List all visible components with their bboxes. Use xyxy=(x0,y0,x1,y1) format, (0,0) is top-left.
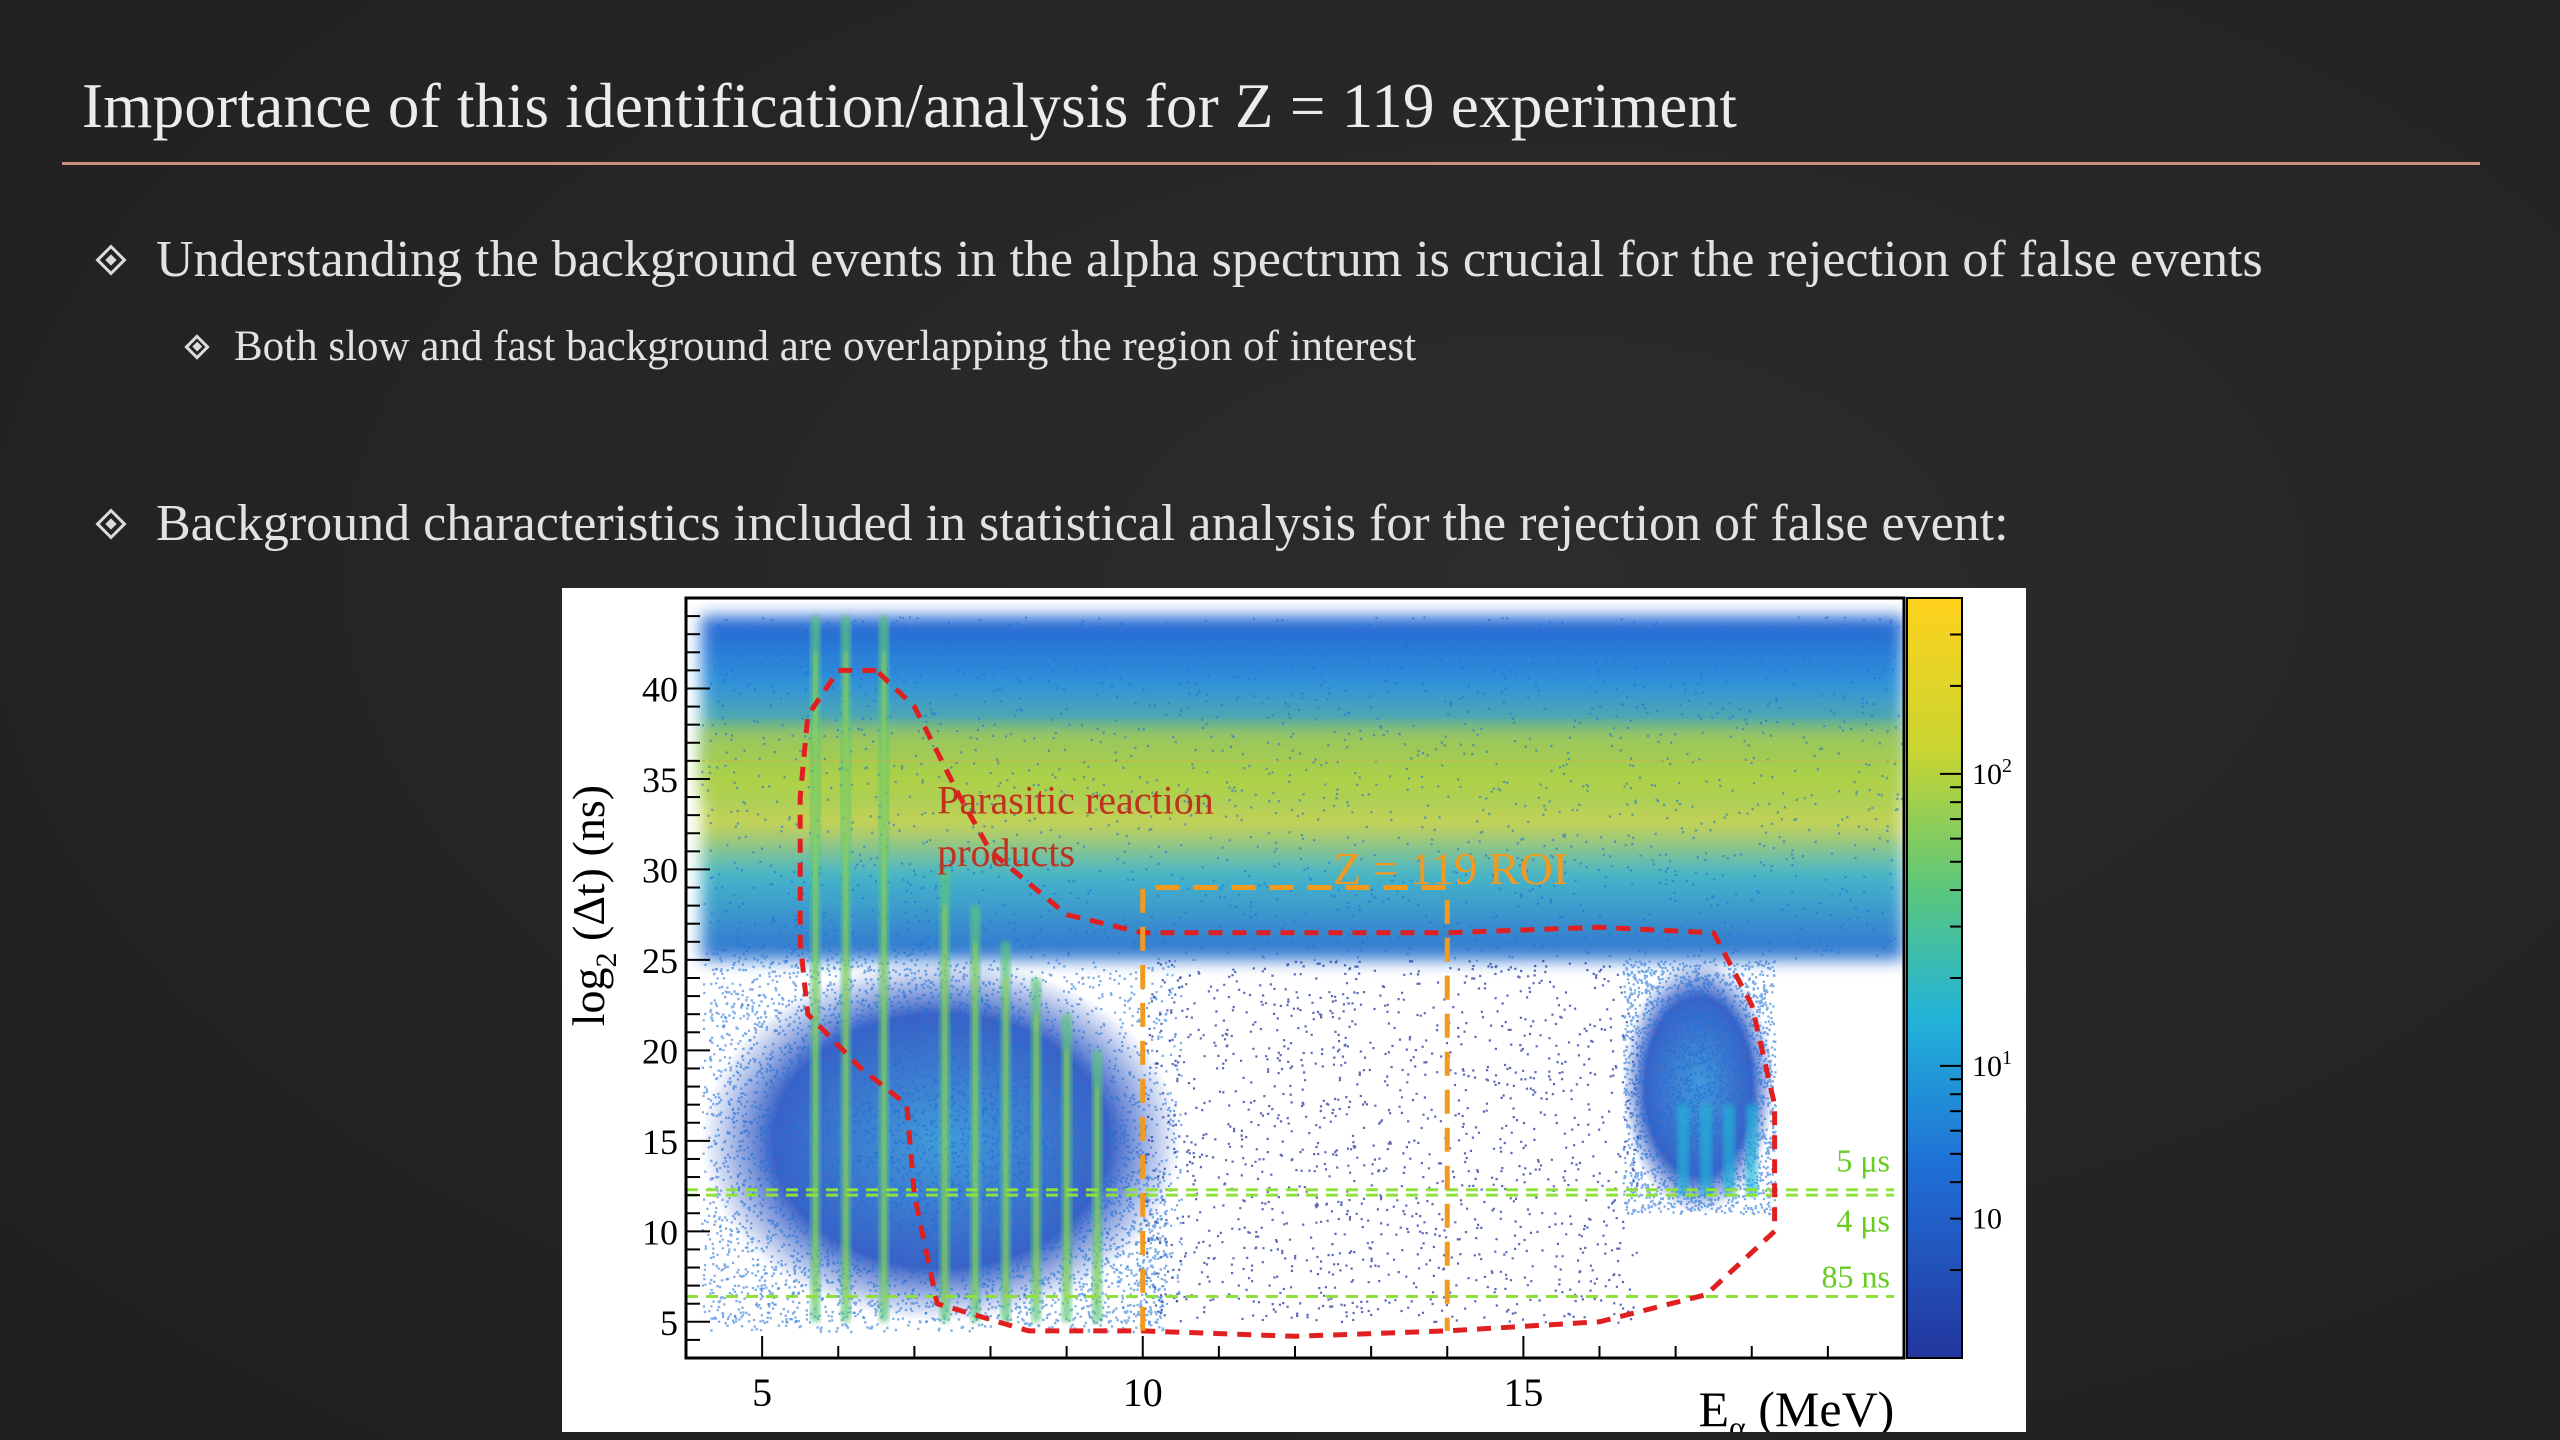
streak-core xyxy=(881,652,886,1304)
y-tick-label: 15 xyxy=(642,1122,678,1162)
slide-title: Importance of this identification/analys… xyxy=(82,71,1738,141)
colorbar-label: 10 xyxy=(1972,1203,2002,1236)
y-tick-label: 20 xyxy=(642,1031,678,1071)
chart-labels: Parasitic reaction products Z = 119 ROI 5 μ… xyxy=(937,777,1890,1294)
diamond-bullet-icon xyxy=(188,338,206,356)
y-tick-label: 25 xyxy=(642,941,678,981)
chart-overlays xyxy=(686,667,1904,1339)
y-tick-label: 30 xyxy=(642,850,678,890)
y-axis-label: log2 (Δt) (ns) xyxy=(563,785,623,1026)
bullet-1: Understanding the background events in t… xyxy=(100,230,2263,289)
cluster-streak xyxy=(1677,1104,1690,1196)
streak-core xyxy=(1003,978,1008,1304)
x-tick-label: 10 xyxy=(1123,1370,1163,1415)
y-tick-label: 40 xyxy=(642,669,678,709)
streak-core xyxy=(813,652,818,1304)
roi-box xyxy=(1140,885,1450,1331)
bullet-1-text: Understanding the background events in t… xyxy=(156,231,2263,288)
y-tick-label: 10 xyxy=(642,1212,678,1252)
diamond-bullet-icon xyxy=(100,513,122,535)
streak-core xyxy=(1064,1050,1069,1304)
background-heatmap-figure: 102 101 10 5 10 15 5 10 15 20 25 30 35 40 Eα (MeV) log2… xyxy=(562,588,2026,1432)
x-tick-label: 5 xyxy=(752,1370,772,1415)
streak-core xyxy=(942,905,947,1304)
bullet-2-text: Background characteristics included in s… xyxy=(156,495,2009,552)
streak-core xyxy=(973,941,978,1304)
parasitic-label: Parasitic reaction xyxy=(937,777,1214,822)
streak-core xyxy=(1034,1014,1039,1304)
y-tick-label: 35 xyxy=(642,760,678,800)
colorbar-label: 101 xyxy=(1972,1047,2012,1083)
roi-label: Z = 119 ROI xyxy=(1333,843,1568,894)
x-tick-label: 15 xyxy=(1503,1370,1543,1415)
y-tick-label: 5 xyxy=(660,1303,678,1343)
guide-label-5us: 5 μs xyxy=(1836,1143,1890,1179)
bullet-2: Background characteristics included in s… xyxy=(100,494,2009,553)
diamond-bullet-icon xyxy=(100,249,122,271)
scatter-points xyxy=(1622,960,1777,1216)
cluster-streak xyxy=(1722,1104,1735,1196)
cluster-streak xyxy=(1700,1104,1713,1196)
x-axis-label: Eα (MeV) xyxy=(1698,1381,1894,1432)
title-divider xyxy=(62,162,2480,165)
density-region xyxy=(701,616,1904,962)
guide-label-85ns: 85 ns xyxy=(1822,1258,1890,1294)
cluster-streak xyxy=(1745,1104,1758,1196)
heatmap-cells xyxy=(686,598,1904,1358)
heatmap-chart: 102 101 10 5 10 15 5 10 15 20 25 30 35 40 Eα (MeV) log2… xyxy=(563,596,2012,1432)
sub-bullet-1: Both slow and fast background are overla… xyxy=(188,322,1416,371)
colorbar-label: 102 xyxy=(1972,755,2012,791)
guide-label-4us: 4 μs xyxy=(1836,1202,1890,1238)
cluster-core xyxy=(1677,1104,1758,1196)
streak-core xyxy=(843,652,848,1304)
chart-axes: 102 101 10 5 10 15 5 10 15 20 25 30 35 40 Eα (MeV) log2… xyxy=(563,596,2012,1432)
sub-bullet-1-text: Both slow and fast background are overla… xyxy=(234,323,1417,370)
parasitic-label: products xyxy=(937,830,1075,875)
